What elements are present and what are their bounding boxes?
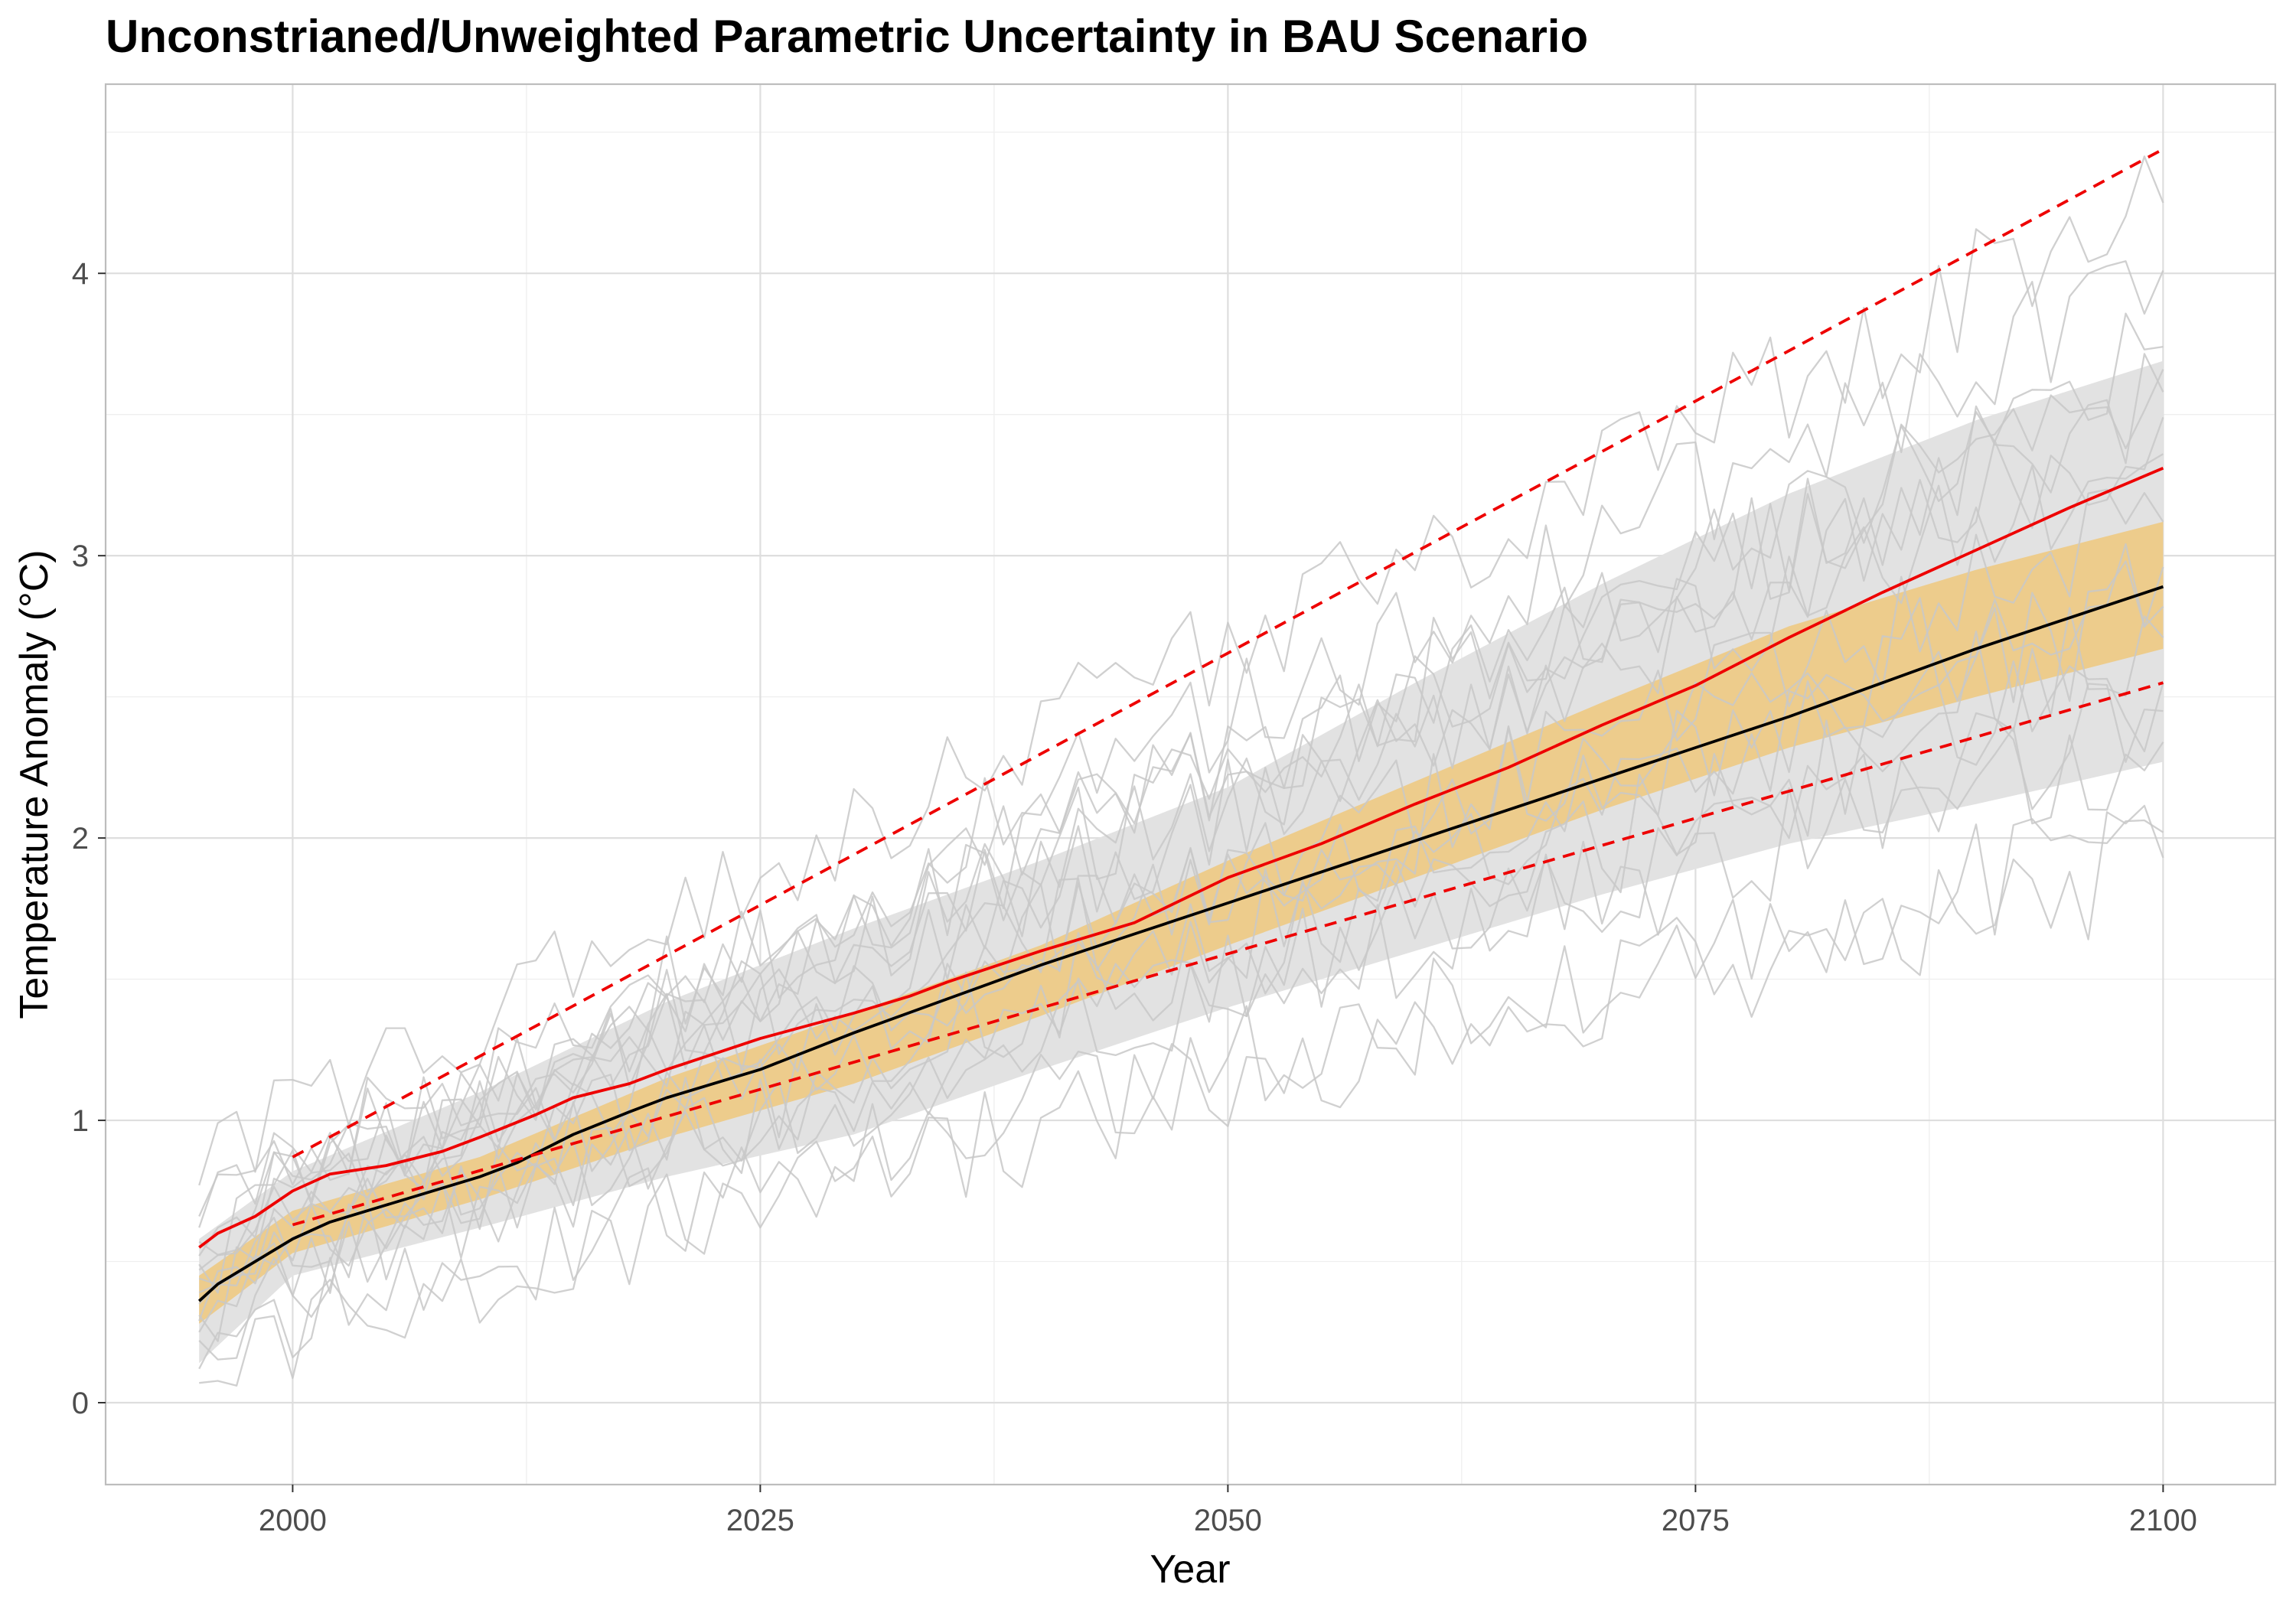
x-tick-label: 2075 [1662,1504,1730,1537]
ensemble-line [199,804,2164,1387]
y-axis-ticks: 0 1 2 3 4 [72,257,106,1420]
y-tick-label: 4 [72,257,89,291]
x-tick-label: 2000 [259,1504,327,1537]
y-axis-title: Temperature Anomaly (°C) [12,549,57,1019]
upper-bound-line [292,148,2164,1159]
y-tick-label: 2 [72,822,89,856]
ensemble-lines [198,155,2164,1387]
x-tick-label: 2100 [2129,1504,2197,1537]
plot-panel-border [104,83,2277,1486]
ensemble-line [198,369,2164,1294]
y-tick-label: 0 [72,1387,89,1420]
ensemble-line [198,683,2164,1333]
x-tick-label: 2050 [1194,1504,1262,1537]
y-tick-label: 3 [72,539,89,573]
ensemble-line [198,260,2164,1257]
ensemble-line [198,353,2164,1228]
ensemble-line [198,726,2164,1342]
chart-title: Unconstrianed/Unweighted Parametric Unce… [106,11,1588,62]
mean-line [198,467,2164,1249]
ensemble-line [198,543,2164,1271]
summary-lines [197,148,2164,1302]
x-tick-label: 2025 [726,1504,794,1537]
ensemble-line [198,417,2164,1305]
median-line [197,585,2164,1302]
ensemble-line [198,155,2164,1186]
x-axis-ticks: 2000 2025 2050 2075 2100 [259,1485,2197,1537]
x-axis-title: Year [1150,1547,1230,1592]
ensemble-line [198,607,2164,1217]
lower-bound-line [292,681,2164,1227]
ensemble-line [198,818,2164,1370]
y-tick-label: 1 [72,1104,89,1138]
